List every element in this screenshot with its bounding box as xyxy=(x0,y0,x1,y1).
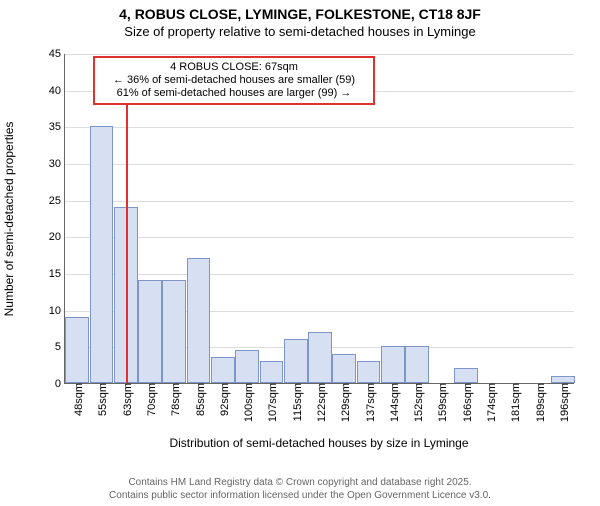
histogram-bar xyxy=(357,361,381,383)
histogram-bar xyxy=(187,258,211,383)
annotation-larger: 61% of semi-detached houses are larger (… xyxy=(101,87,367,100)
x-tick-label: 92sqm xyxy=(215,383,231,416)
gridline xyxy=(65,201,574,202)
histogram-bar xyxy=(162,280,186,383)
x-tick-label: 174sqm xyxy=(482,383,498,422)
x-tick-label: 63sqm xyxy=(118,383,134,416)
gridline xyxy=(65,274,574,275)
x-tick-label: 129sqm xyxy=(336,383,352,422)
y-tick-label: 40 xyxy=(49,85,65,97)
x-tick-label: 144sqm xyxy=(385,383,401,422)
histogram-bar xyxy=(211,357,235,383)
x-tick-label: 189sqm xyxy=(531,383,547,422)
histogram-bar xyxy=(260,361,284,383)
x-tick-label: 85sqm xyxy=(191,383,207,416)
x-tick-label: 166sqm xyxy=(458,383,474,422)
histogram-bar xyxy=(138,280,162,383)
x-tick-label: 181sqm xyxy=(506,383,522,422)
annotation-smaller: ← 36% of semi-detached houses are smalle… xyxy=(101,74,367,87)
x-tick-label: 122sqm xyxy=(312,383,328,422)
histogram-bar xyxy=(405,346,429,383)
histogram-bar xyxy=(90,126,114,383)
x-tick-label: 159sqm xyxy=(433,383,449,422)
histogram-bar xyxy=(235,350,259,383)
y-tick-label: 20 xyxy=(49,231,65,243)
y-tick-label: 5 xyxy=(55,341,65,353)
y-tick-label: 0 xyxy=(55,378,65,390)
x-tick-label: 107sqm xyxy=(263,383,279,422)
y-tick-label: 25 xyxy=(49,195,65,207)
y-tick-label: 15 xyxy=(49,268,65,280)
histogram-bar xyxy=(332,354,356,383)
x-tick-label: 100sqm xyxy=(239,383,255,422)
gridline xyxy=(65,127,574,128)
x-tick-label: 152sqm xyxy=(409,383,425,422)
x-axis-label: Distribution of semi-detached houses by … xyxy=(169,436,468,450)
x-tick-label: 48sqm xyxy=(69,383,85,416)
y-tick-label: 35 xyxy=(49,121,65,133)
property-marker-line xyxy=(126,75,128,383)
gridline xyxy=(65,164,574,165)
annotation-box: 4 ROBUS CLOSE: 67sqm← 36% of semi-detach… xyxy=(93,56,375,105)
x-tick-label: 196sqm xyxy=(555,383,571,422)
gridline xyxy=(65,54,574,55)
chart-area: 0 5 10 15 20 25 30 35 40 45 48sqm 55sqm 63sqm 70sqm 78… xyxy=(0,6,600,506)
y-axis-label: Number of semi-detached properties xyxy=(2,122,16,317)
x-tick-label: 115sqm xyxy=(288,383,304,421)
histogram-bar xyxy=(454,368,478,383)
footer-line-1: Contains HM Land Registry data © Crown c… xyxy=(0,477,600,490)
x-tick-label: 78sqm xyxy=(166,383,182,416)
plot-area: 05101520253035404548sqm55sqm63sqm70sqm78… xyxy=(64,54,574,384)
footer-line-2: Contains public sector information licen… xyxy=(0,490,600,503)
histogram-bar xyxy=(551,376,575,383)
y-tick-label: 30 xyxy=(49,158,65,170)
y-tick-label: 45 xyxy=(49,48,65,60)
histogram-bar xyxy=(284,339,308,383)
gridline xyxy=(65,237,574,238)
histogram-bar xyxy=(65,317,89,383)
x-tick-label: 55sqm xyxy=(93,383,109,416)
y-tick-label: 10 xyxy=(49,305,65,317)
histogram-bar xyxy=(381,346,405,383)
x-tick-label: 137sqm xyxy=(361,383,377,422)
footer-attribution: Contains HM Land Registry data © Crown c… xyxy=(0,477,600,502)
x-tick-label: 70sqm xyxy=(142,383,158,416)
annotation-title: 4 ROBUS CLOSE: 67sqm xyxy=(101,61,367,74)
histogram-bar xyxy=(308,332,332,383)
